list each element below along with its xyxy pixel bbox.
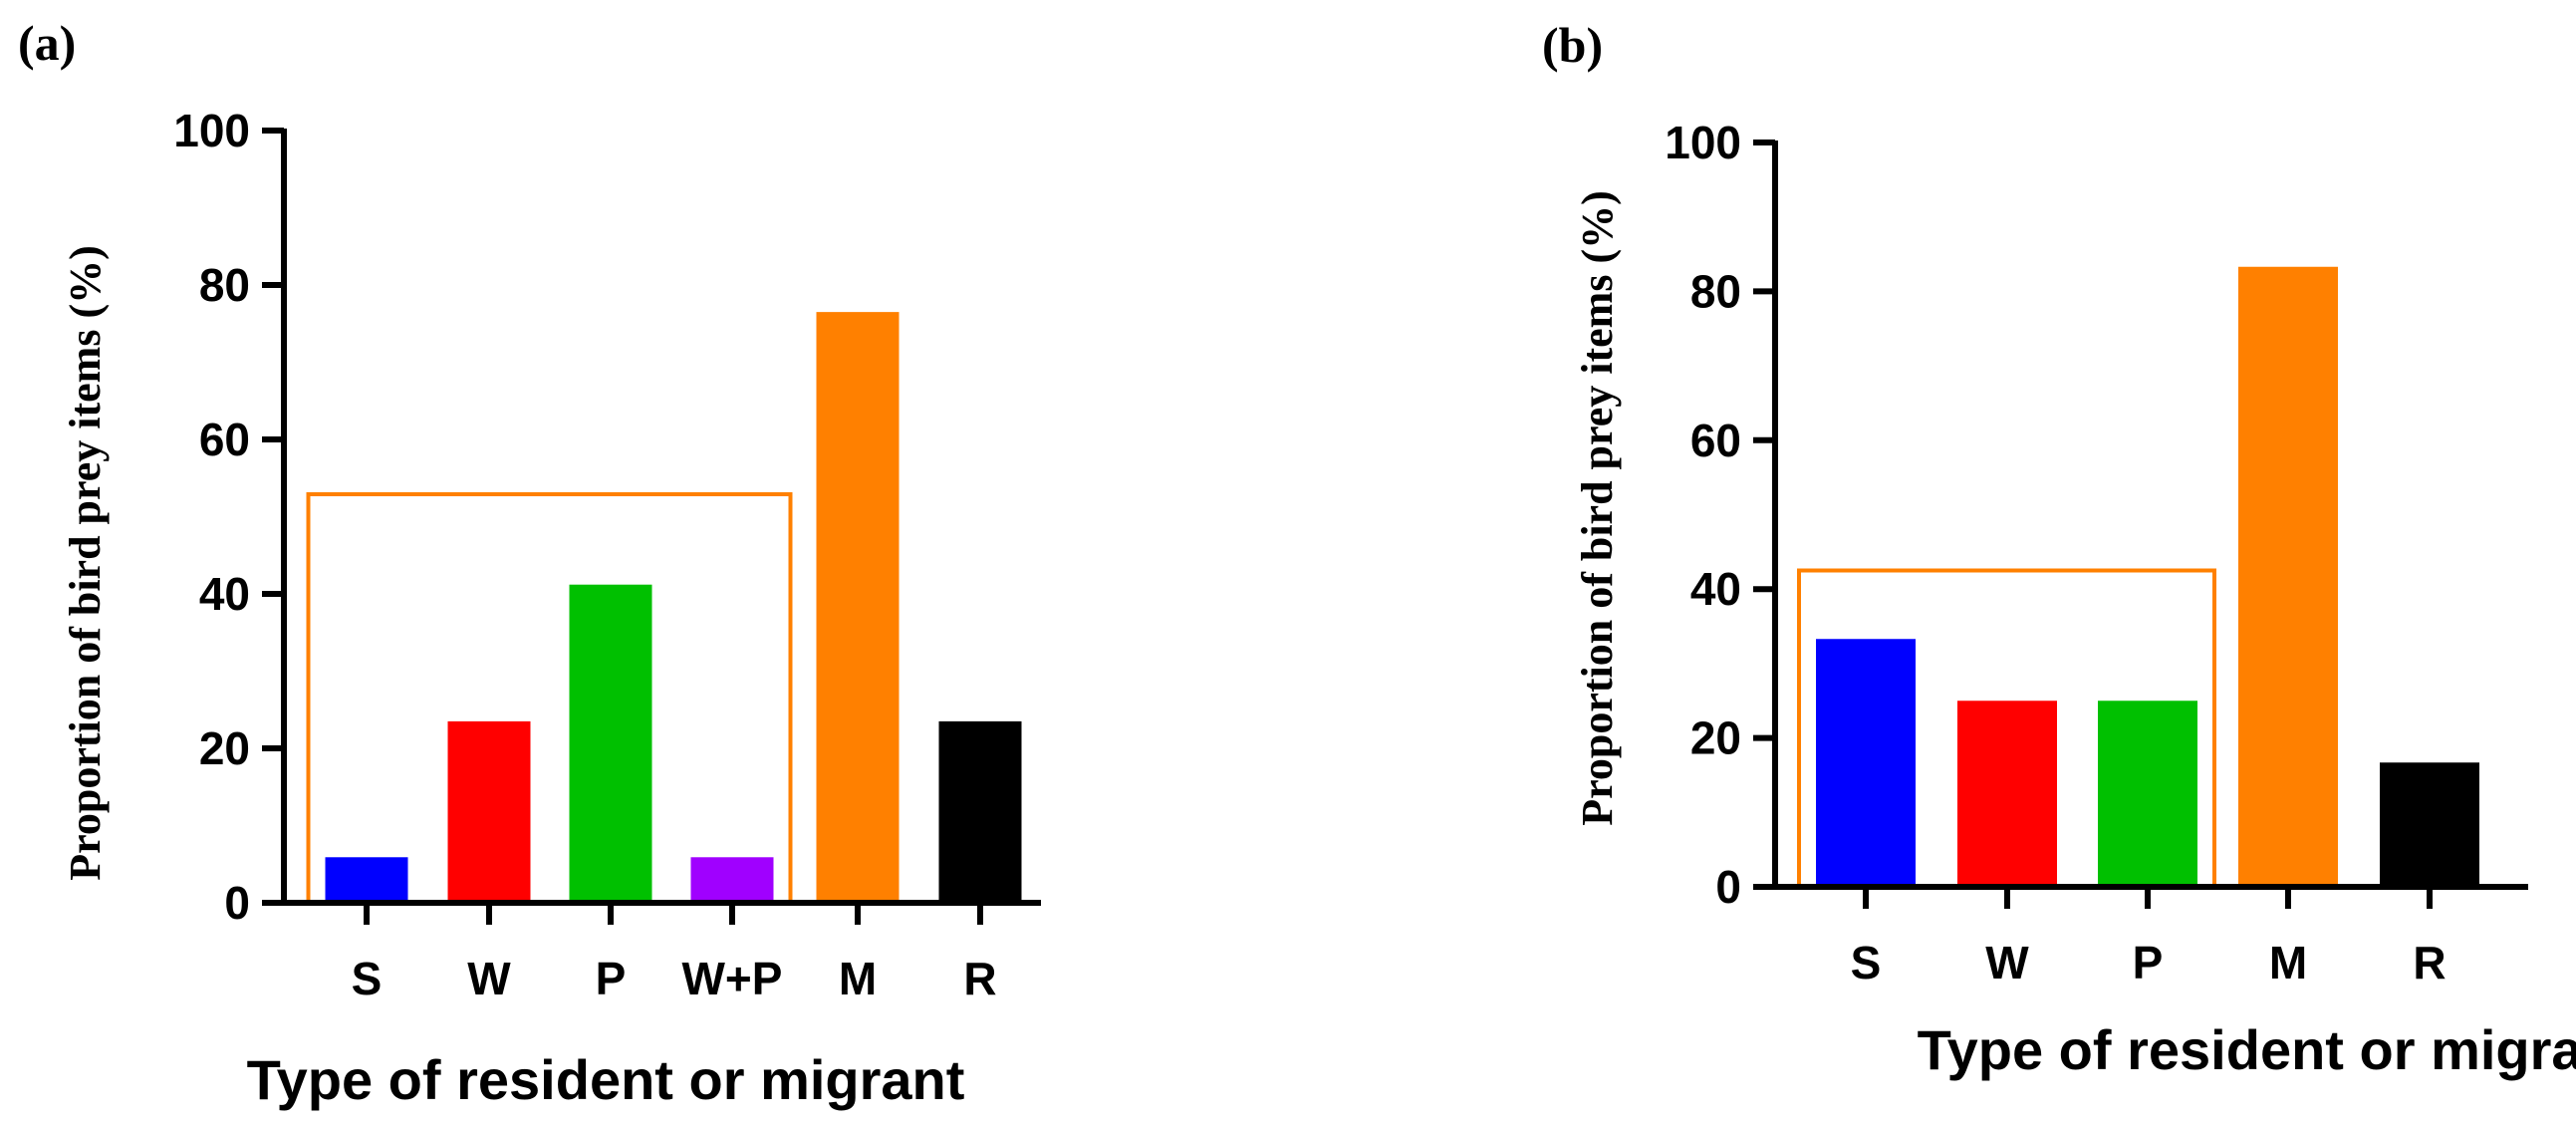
panel-a-x-tick-label-w-plus-p: W+P [682, 953, 783, 1004]
panel-b-bar-p [2098, 701, 2197, 887]
panel-b-bar-w [1957, 701, 2057, 887]
panel-b-y-tick-label-60: 60 [1690, 415, 1741, 466]
panel-b-x-axis-label: Type of resident or migrant [1918, 1018, 2576, 1081]
panel-a-group-bracket [306, 492, 793, 903]
panel-b-group-bracket [1797, 568, 2216, 887]
panel-a-bar-r [938, 720, 1022, 903]
panel-b-x-tick-label-w: W [1985, 937, 2029, 988]
panel-a-x-tick-label-s: S [352, 953, 383, 1004]
panel-a-y-tick-label-80: 80 [199, 259, 250, 311]
panel-a-y-tick-label-60: 60 [199, 414, 250, 465]
panel-a-x-tick-label-r: R [963, 953, 996, 1004]
panel-a-x-tick-label-w: W [467, 953, 511, 1004]
panel-b-bar-r [2380, 762, 2479, 887]
panel-a-y-axis-label: Proportion of bird prey items (%) [61, 245, 110, 881]
panel-b-label: (b) [1542, 17, 1603, 73]
panel-b-x-tick-label-r: R [2413, 937, 2446, 988]
panel-a-bar-p [569, 584, 652, 903]
panel-a-label: (a) [18, 15, 76, 71]
panel-a-bar-w-plus-p [690, 857, 774, 903]
panel-a-x-tick-label-m: M [839, 953, 877, 1004]
panel-a-y-tick-label-0: 0 [224, 877, 250, 929]
panel-a-y-tick-label-40: 40 [199, 568, 250, 620]
panel-b-y-axis-label: Proportion of bird prey items (%) [1573, 190, 1622, 826]
panel-b-bar-m [2238, 266, 2338, 887]
panel-b-y-tick-label-80: 80 [1690, 265, 1741, 317]
panel-a-y-tick-label-20: 20 [199, 722, 250, 774]
panel-b-x-tick-label-p: P [2133, 937, 2164, 988]
panel-a-y-tick-label-100: 100 [173, 105, 250, 156]
panel-a-bar-s [325, 857, 408, 903]
panel-b-y-tick-label-20: 20 [1690, 712, 1741, 764]
panel-b-y-tick-label-100: 100 [1665, 117, 1741, 168]
panel-b-x-tick-label-m: M [2269, 937, 2307, 988]
panel-a-bar-m [816, 312, 900, 903]
panel-b: (b) Proportion of bird prey items (%) Ty… [1542, 17, 2576, 1081]
panel-b-y-tick-label-40: 40 [1690, 563, 1741, 615]
panel-a: (a) Proportion of bird prey items (%) Ty… [18, 15, 1041, 1111]
panel-a-x-axis-label: Type of resident or migrant [247, 1048, 965, 1111]
panel-b-x-tick-label-s: S [1851, 937, 1882, 988]
panel-b-y-tick-label-0: 0 [1715, 861, 1741, 913]
panel-b-marks: 0 20 40 60 80 100 S W P M R [1665, 117, 2528, 988]
panel-a-x-tick-label-p: P [596, 953, 627, 1004]
panel-b-bar-s [1816, 639, 1916, 887]
panel-a-bar-w [447, 720, 531, 903]
panel-a-marks: 0 20 40 60 80 100 S W P W+P M R [173, 105, 1041, 1004]
